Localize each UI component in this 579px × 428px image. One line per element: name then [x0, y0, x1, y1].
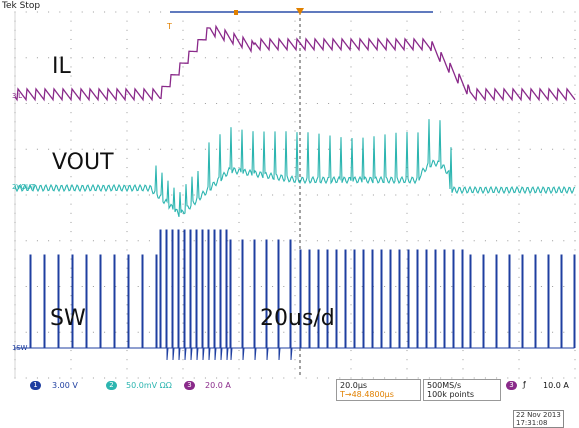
trigger-source-badge[interactable]: 3 [506, 381, 517, 390]
sw-annotation: SW [50, 306, 86, 331]
timestamp: 22 Nov 2013 17:31:08 [513, 410, 564, 428]
ch2-marker: 2VOUT [12, 183, 36, 191]
horizontal-settings[interactable]: 20.0µs T→48.4800µs [336, 379, 421, 401]
ch1-badge[interactable]: 1 [30, 381, 41, 390]
ch3-marker: 3IL [12, 92, 22, 100]
ch3-badge[interactable]: 3 [184, 381, 195, 390]
vout-annotation: VOUT [52, 150, 114, 175]
il-waveform [14, 24, 576, 102]
vout-waveform [14, 119, 576, 218]
ch1-scale[interactable]: 3.00 V [52, 381, 78, 390]
svg-text:T: T [166, 22, 172, 31]
horizontal-position: T→48.4800µs [340, 390, 394, 399]
acquisition-settings[interactable]: 500MS/s 100k points [423, 379, 501, 401]
il-annotation: IL [52, 54, 71, 79]
horizontal-scale: 20.0µs [340, 381, 368, 390]
sample-rate: 500MS/s [427, 381, 462, 390]
timebase-annotation: 20us/d [260, 306, 335, 331]
ch2-scale[interactable]: 50.0mV ΩΩ [126, 381, 172, 390]
trigger-edge-icon: ƒ [523, 380, 526, 389]
record-length: 100k points [427, 390, 475, 399]
date-day: 22 Nov 2013 [516, 411, 561, 419]
sw-waveform [15, 229, 576, 361]
ch1-marker: 1SW [12, 344, 28, 352]
graticule [14, 11, 576, 379]
ch3-scale[interactable]: 20.0 A [205, 381, 231, 390]
acquisition-status: Tek Stop [2, 1, 41, 11]
trigger-level[interactable]: 10.0 A [543, 381, 569, 390]
ch2-badge[interactable]: 2 [106, 381, 117, 390]
date-time: 17:31:08 [516, 419, 548, 427]
trigger-position-marker [296, 8, 304, 15]
